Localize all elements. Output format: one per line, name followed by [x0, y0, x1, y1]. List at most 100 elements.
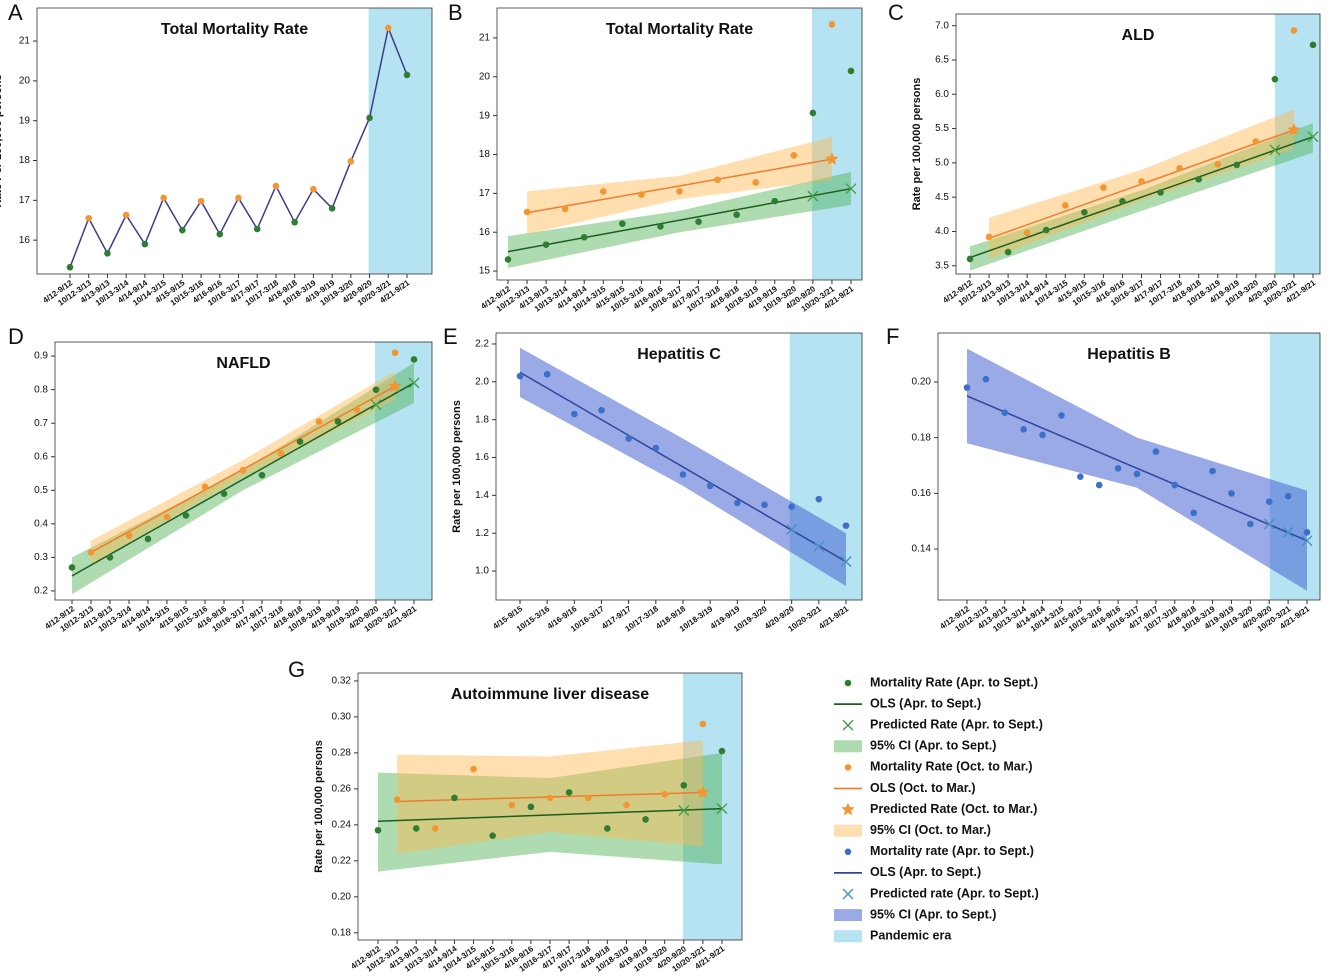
data-point: [1114, 465, 1122, 472]
data-point: [296, 438, 304, 445]
legend-item: Predicted Rate (Apr. to Sept.): [842, 717, 1043, 731]
plot-area: [516, 333, 862, 600]
plot-area: [504, 8, 862, 280]
data-point: [657, 223, 664, 230]
data-point: [695, 218, 702, 226]
y-tick-label: 17: [19, 195, 31, 206]
data-point: [1290, 27, 1298, 34]
x-tick-label: 4/21-9/21: [817, 604, 850, 631]
y-tick-label: 0.24: [332, 819, 352, 830]
data-point: [1077, 473, 1084, 480]
data-point: [163, 513, 171, 521]
data-point: [1271, 75, 1279, 83]
data-point: [661, 790, 668, 798]
y-tick-label: 0.3: [34, 552, 48, 563]
data-point: [584, 794, 592, 802]
data-point: [1190, 509, 1197, 517]
data-point: [699, 720, 707, 728]
y-tick-label: 21: [19, 36, 31, 47]
data-point: [1247, 520, 1254, 528]
ols-line: [966, 395, 1308, 542]
data-point: [1133, 470, 1141, 478]
legend-label: Mortality rate (Apr. to Sept.): [870, 844, 1034, 858]
data-point: [87, 549, 95, 556]
y-tick-label: 20: [479, 71, 491, 82]
data-point: [680, 781, 688, 789]
ci-band: [967, 348, 1307, 591]
axes-frame: [937, 332, 1321, 601]
legend-label: 95% CI (Oct. to Mar.): [870, 823, 991, 837]
legend-item: Predicted Rate (Oct. to Mar.): [841, 802, 1037, 816]
legend-item: 95% CI (Apr. to Sept.): [834, 739, 996, 753]
data-point: [844, 848, 852, 856]
predicted-cross: [842, 719, 854, 731]
data-point: [1214, 160, 1222, 168]
data-point: [504, 256, 512, 263]
data-point: [718, 747, 726, 755]
data-point: [546, 794, 554, 802]
data-point: [489, 832, 496, 839]
data-point: [847, 67, 855, 75]
predicted-cross: [1301, 535, 1313, 547]
predicted-cross: [408, 377, 420, 389]
y-tick-label: 0.32: [332, 676, 352, 687]
data-point: [1119, 197, 1126, 205]
y-tick-label: 4.0: [935, 226, 949, 237]
y-tick-label: 0.8: [34, 384, 48, 395]
data-point: [372, 386, 380, 393]
y-tick-label: 19: [479, 110, 491, 121]
predicted-star: [1287, 122, 1301, 136]
legend-item: 95% CI (Apr. to Sept.): [834, 907, 996, 921]
plot-area: [966, 14, 1320, 274]
y-tick-label: 1.0: [475, 566, 489, 577]
legend-label: Pandemic era: [870, 928, 952, 942]
data-point: [410, 356, 418, 363]
data-point: [125, 532, 133, 539]
data-point: [1061, 202, 1069, 209]
data-point: [771, 197, 779, 205]
data-point: [315, 418, 323, 425]
data-point: [334, 418, 342, 425]
y-tick-label: 15: [479, 266, 491, 277]
y-tick-label: 2.2: [475, 339, 489, 350]
data-point: [714, 176, 721, 184]
data-point: [374, 826, 382, 834]
y-tick-label: 0.20: [332, 891, 352, 902]
data-point: [239, 466, 247, 474]
data-point: [258, 471, 266, 479]
data-point: [1081, 208, 1088, 216]
data-point: [106, 554, 114, 561]
data-point: [623, 801, 630, 809]
data-point: [809, 109, 817, 117]
legend-label: Mortality Rate (Apr. to Sept.): [870, 675, 1038, 689]
data-point: [122, 211, 130, 219]
data-point: [104, 249, 111, 257]
data-point: [216, 230, 224, 238]
y-tick-label: 0.22: [332, 855, 352, 866]
cross-stroke: [1307, 131, 1319, 143]
data-point: [179, 226, 186, 234]
data-point: [403, 71, 411, 79]
predicted-cross: [1307, 131, 1319, 143]
data-point: [642, 816, 649, 823]
legend-label: 95% CI (Apr. to Sept.): [870, 907, 996, 921]
data-point: [1095, 481, 1103, 489]
legend-item: Mortality Rate (Oct. to Mar.): [844, 760, 1033, 774]
panel-letter: D: [8, 324, 24, 349]
axes-frame: [955, 13, 1321, 275]
legend-item: Pandemic era: [834, 928, 952, 942]
y-tick-label: 0.5: [34, 485, 48, 496]
y-tick-label: 0.26: [332, 784, 352, 795]
cross-stroke: [845, 183, 857, 195]
cross-stroke: [842, 888, 854, 900]
y-tick-label: 16: [479, 227, 491, 238]
ols-line: [71, 382, 415, 577]
data-point: [66, 263, 74, 271]
data-point: [706, 482, 714, 490]
cross-stroke: [716, 803, 728, 815]
cross-stroke: [813, 540, 825, 552]
data-point: [1157, 189, 1164, 196]
legend-label: OLS (Oct. to Mar.): [870, 781, 976, 795]
y-tick-label: 0.30: [332, 712, 352, 723]
data-point: [1020, 426, 1027, 433]
